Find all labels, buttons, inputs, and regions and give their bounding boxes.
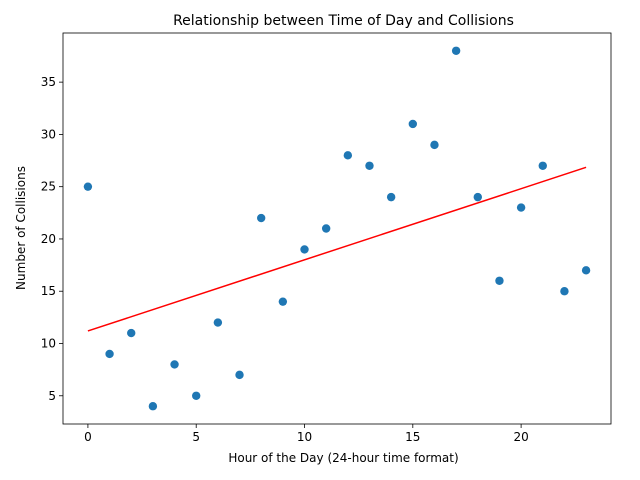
y-tick-label: 35: [41, 75, 56, 89]
data-point: [278, 297, 288, 306]
data-point: [321, 224, 331, 233]
y-axis-label: Number of Collisions: [14, 166, 28, 290]
x-tick-label: 5: [192, 430, 200, 444]
data-point: [408, 119, 418, 129]
y-tick-label: 5: [48, 389, 56, 403]
data-point: [105, 349, 114, 359]
trend-line: [87, 166, 587, 332]
data-point: [300, 245, 309, 254]
data-point: [213, 318, 223, 327]
data-point: [516, 203, 526, 212]
y-tick-label: 30: [41, 127, 56, 141]
points-layer: [83, 46, 591, 411]
data-point: [83, 182, 93, 191]
data-point: [386, 192, 396, 202]
data-point: [127, 328, 136, 338]
data-point: [538, 161, 547, 170]
plot-area: [62, 32, 612, 425]
data-point: [343, 151, 353, 160]
data-point: [365, 161, 374, 170]
chart-title: Relationship between Time of Day and Col…: [173, 13, 514, 29]
data-point: [473, 192, 482, 202]
data-point: [192, 391, 201, 400]
data-point: [495, 276, 504, 285]
x-axis: 0 5 10 15 20: [84, 424, 529, 444]
y-tick-label: 15: [41, 284, 56, 298]
trend-layer: [87, 166, 587, 332]
data-point: [170, 360, 179, 369]
data-point: [256, 213, 266, 223]
data-point: [430, 140, 439, 150]
data-point: [148, 402, 158, 411]
data-point: [560, 287, 569, 296]
y-tick-label: 20: [41, 232, 56, 246]
data-point: [235, 370, 244, 380]
x-tick-label: 10: [297, 430, 312, 444]
x-tick-label: 20: [513, 430, 528, 444]
y-axis: 5 10 15 20 25 30 35: [41, 75, 63, 403]
data-point: [451, 46, 461, 55]
plot-frame: [62, 32, 612, 425]
x-axis-label: Hour of the Day (24-hour time format): [228, 451, 458, 465]
y-tick-label: 25: [41, 180, 56, 194]
x-tick-label: 0: [84, 430, 92, 444]
x-tick-label: 15: [405, 430, 420, 444]
data-point: [581, 266, 591, 275]
y-tick-label: 10: [41, 337, 56, 351]
